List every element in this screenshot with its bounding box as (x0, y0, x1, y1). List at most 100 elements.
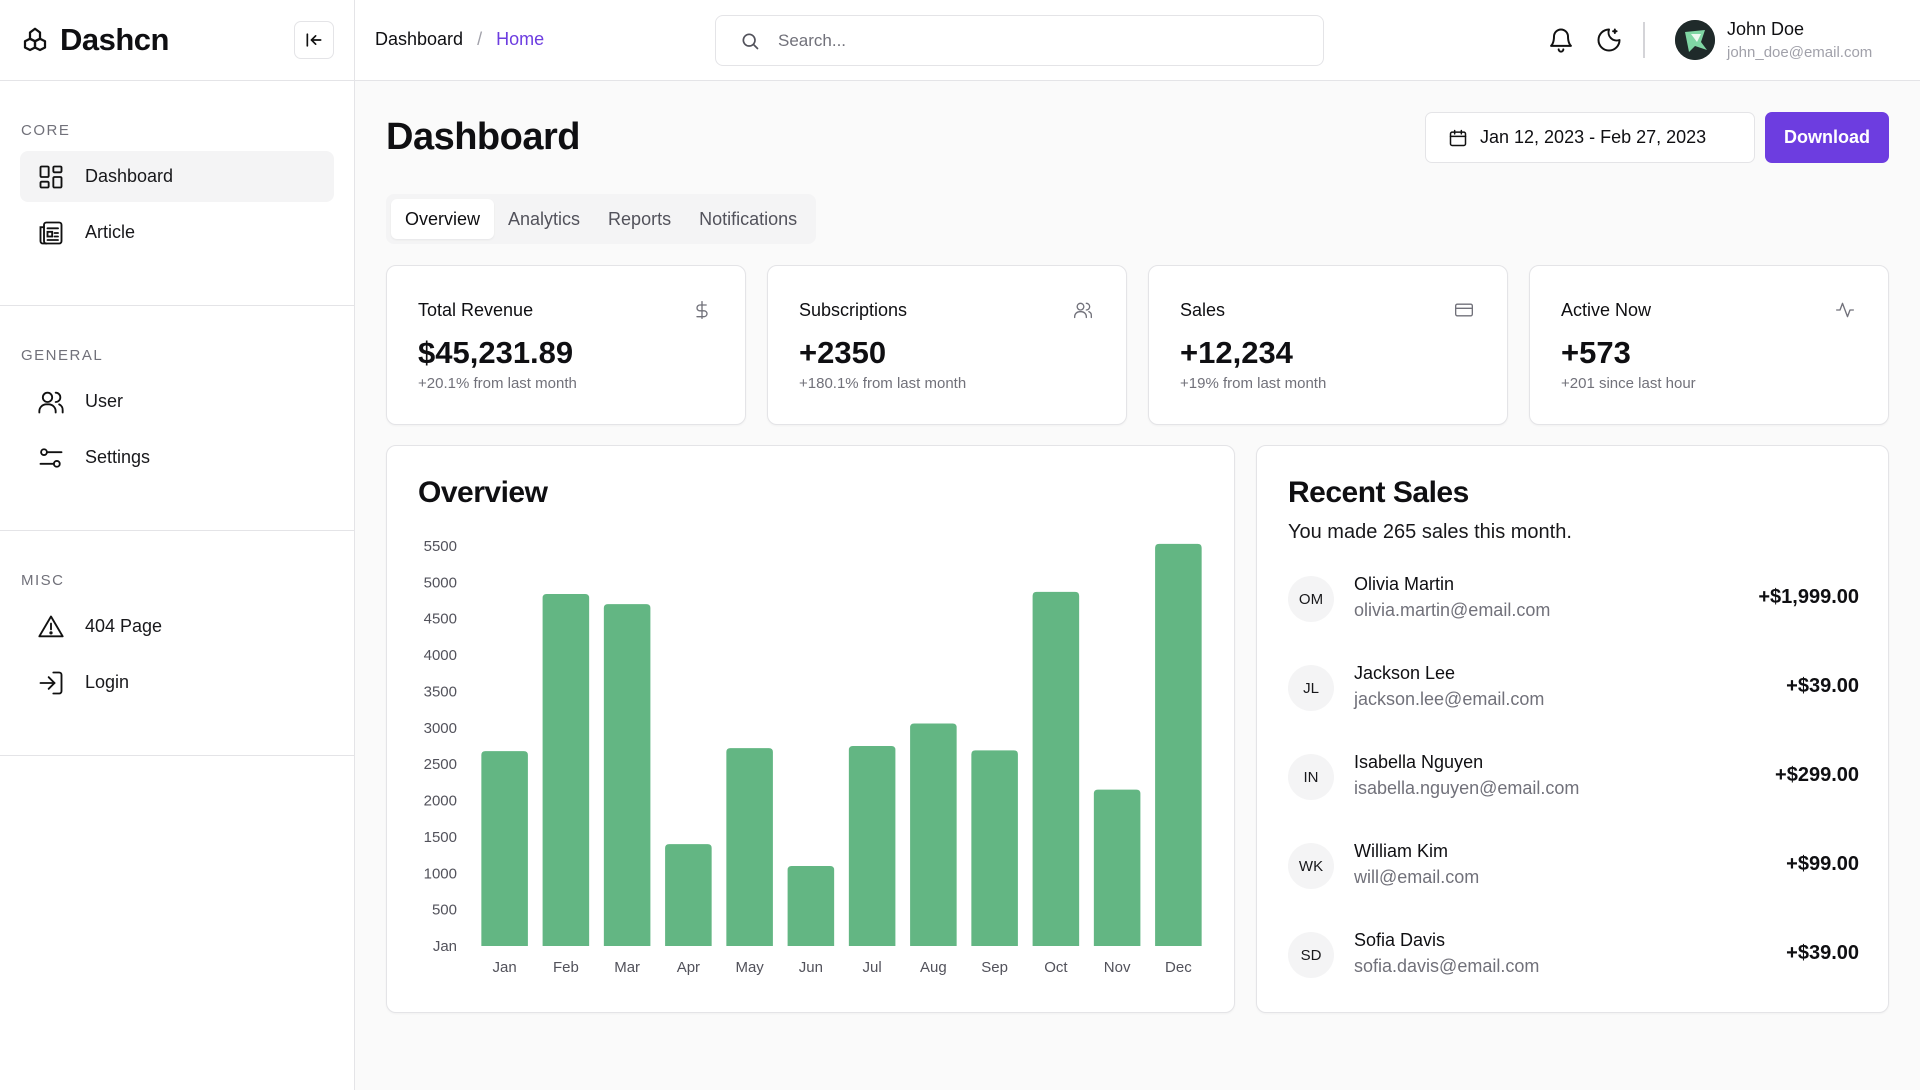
sale-amount: +$1,999.00 (1758, 586, 1859, 608)
list-item[interactable]: OM Olivia Martin olivia.martin@email.com… (1288, 572, 1859, 632)
bar-jul[interactable] (848, 746, 896, 946)
stat-value: +12,234 (1180, 335, 1293, 370)
activity-icon (1836, 302, 1854, 318)
x-tick-label: Jun (799, 959, 823, 976)
sidebar-item-label: Settings (85, 447, 151, 467)
sale-amount: +$39.00 (1786, 942, 1859, 964)
brand-name[interactable]: Dashcn (60, 22, 169, 57)
bell-icon[interactable] (1547, 26, 1575, 54)
page-title: Dashboard (386, 116, 580, 158)
stat-label: Subscriptions (799, 300, 908, 320)
avatar: WK (1288, 843, 1334, 889)
overview-title: Overview (418, 476, 548, 509)
sidebar-item-settings[interactable]: Settings (20, 432, 334, 483)
stat-subtext: +19% from last month (1180, 375, 1327, 392)
collapse-icon (306, 33, 322, 47)
bar-aug[interactable] (910, 723, 957, 946)
avatar: IN (1288, 754, 1334, 800)
user-name: John Doe (1727, 19, 1805, 39)
dollar-icon (696, 301, 708, 319)
sidebar-item-label: 404 Page (85, 616, 163, 636)
bar-feb[interactable] (542, 594, 590, 946)
breadcrumb-dashboard[interactable]: Dashboard (375, 29, 464, 49)
list-item[interactable]: IN Isabella Nguyen isabella.nguyen@email… (1288, 750, 1859, 810)
bar-jan[interactable] (481, 751, 528, 946)
recent-sales-subtitle: You made 265 sales this month. (1288, 521, 1572, 543)
y-tick-label: 4500 (424, 611, 457, 628)
logo-icon (23, 27, 47, 52)
list-item[interactable]: JL Jackson Lee jackson.lee@email.com +$3… (1288, 661, 1859, 721)
customer-email: olivia.martin@email.com (1354, 600, 1551, 620)
users-icon (38, 391, 64, 413)
tab-overview[interactable]: Overview (391, 199, 495, 239)
customer-name: Jackson Lee (1354, 663, 1456, 683)
date-range-label: Jan 12, 2023 - Feb 27, 2023 (1480, 127, 1707, 147)
calendar-icon (1449, 129, 1467, 146)
avatar: OM (1288, 576, 1334, 622)
x-tick-label: May (735, 959, 764, 976)
date-range-picker[interactable]: Jan 12, 2023 - Feb 27, 2023 (1425, 112, 1755, 163)
bar-nov[interactable] (1093, 789, 1141, 946)
breadcrumb-separator: / (477, 29, 483, 49)
breadcrumb: Dashboard / Home (375, 29, 544, 50)
sidebar-item-login[interactable]: Login (20, 657, 334, 708)
sidebar-item-user[interactable]: User (20, 376, 334, 427)
bar-jun[interactable] (787, 866, 835, 946)
sidebar-section-general: GENERAL User Settings (0, 306, 354, 531)
sidebar-item-article[interactable]: Article (20, 207, 334, 258)
list-item[interactable]: SD Sofia Davis sofia.davis@email.com +$3… (1288, 928, 1859, 988)
x-tick-label: Dec (1165, 959, 1192, 976)
overview-chart-card: Overview Jan 500 1000 1500 2000 2500 3000 3500 4… (386, 445, 1235, 1013)
credit-card-icon (1455, 303, 1473, 317)
sidebar-item-404[interactable]: 404 Page (20, 601, 334, 652)
tab-analytics[interactable]: Analytics (508, 208, 581, 229)
section-title: MISC (21, 572, 65, 589)
tab-reports[interactable]: Reports (608, 208, 672, 229)
search-input[interactable] (778, 30, 1298, 51)
bar-sep[interactable] (971, 750, 1018, 946)
bar-apr[interactable] (665, 844, 712, 946)
warning-icon (38, 615, 64, 637)
tab-bar: Overview Analytics Reports Notifications (386, 194, 817, 244)
bar-dec[interactable] (1155, 543, 1202, 946)
y-tick-label: Jan (433, 938, 457, 955)
customer-name: Olivia Martin (1354, 574, 1455, 594)
stat-card-sales: Sales +12,234 +19% from last month (1148, 265, 1508, 425)
stat-subtext: +180.1% from last month (799, 375, 967, 392)
x-tick-label: Feb (553, 959, 579, 976)
stat-subtext: +20.1% from last month (418, 375, 577, 392)
y-tick-label: 5500 (424, 538, 457, 555)
bar-mar[interactable] (603, 604, 651, 946)
y-tick-label: 1500 (424, 829, 457, 846)
y-tick-label: 4000 (424, 647, 457, 664)
header-divider (1643, 22, 1645, 58)
bar-may[interactable] (726, 748, 773, 946)
y-tick-label: 3500 (424, 683, 457, 700)
stat-subtext: +201 since last hour (1561, 375, 1696, 392)
tab-notifications[interactable]: Notifications (699, 208, 798, 229)
x-tick-label: Oct (1044, 959, 1068, 976)
bar-oct[interactable] (1032, 591, 1080, 946)
customer-email: isabella.nguyen@email.com (1354, 778, 1580, 798)
stat-value: +2350 (799, 335, 887, 370)
customer-email: sofia.davis@email.com (1354, 956, 1540, 976)
sale-amount: +$99.00 (1786, 853, 1859, 875)
breadcrumb-home[interactable]: Home (496, 29, 545, 49)
stat-value: $45,231.89 (418, 335, 574, 370)
collapse-sidebar-button[interactable] (294, 21, 334, 59)
stat-label: Sales (1180, 300, 1226, 320)
brand: Dashcn (0, 0, 354, 81)
x-tick-label: Nov (1104, 959, 1131, 976)
sidebar: Dashcn CORE Dashboard Article GENERAL Us… (0, 0, 355, 1090)
recent-sales-card: Recent Sales You made 265 sales this mon… (1256, 445, 1889, 1013)
customer-name: Sofia Davis (1354, 930, 1446, 950)
avatar[interactable] (1675, 20, 1715, 60)
list-item[interactable]: WK William Kim will@email.com +$99.00 (1288, 839, 1859, 899)
recent-sales-title: Recent Sales (1288, 476, 1469, 509)
search-box[interactable] (715, 15, 1324, 66)
theme-toggle-icon[interactable] (1595, 26, 1623, 54)
stat-card-total-revenue: Total Revenue $45,231.89 +20.1% from las… (386, 265, 746, 425)
y-tick-label: 500 (432, 902, 457, 919)
download-button[interactable]: Download (1765, 112, 1889, 163)
sidebar-item-dashboard[interactable]: Dashboard (20, 151, 334, 202)
